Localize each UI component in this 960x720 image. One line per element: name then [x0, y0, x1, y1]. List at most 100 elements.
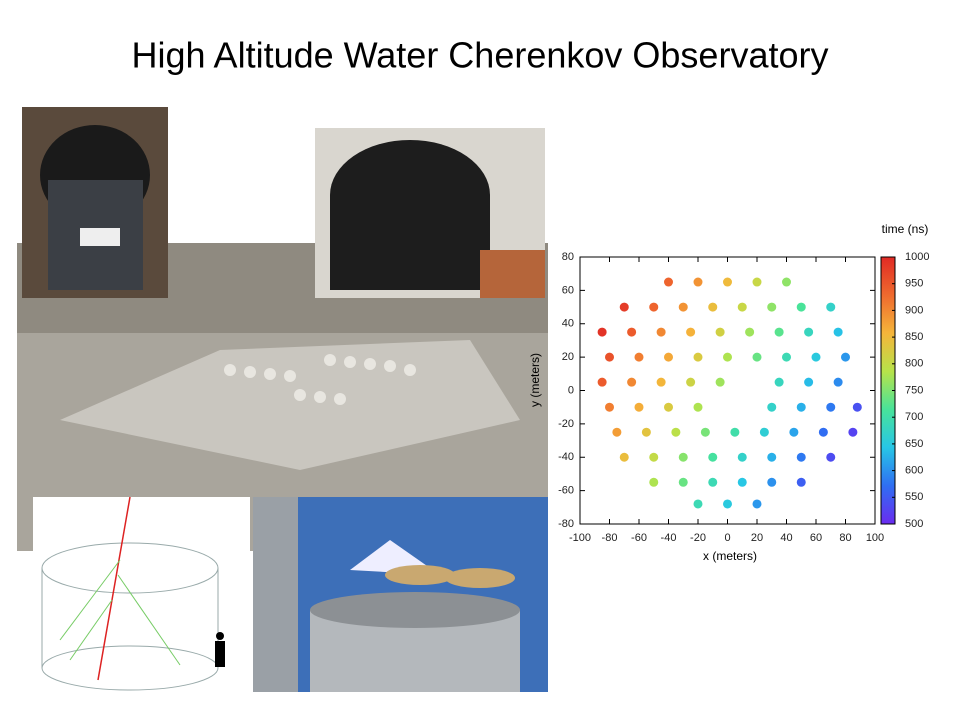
- point: [671, 427, 681, 437]
- point: [605, 352, 614, 362]
- x-tick-label: 60: [810, 532, 822, 544]
- point: [767, 477, 777, 487]
- chart: -100 -80 -60 -40 -20 0 20 40 60 80 100 -80 -60 -40 -20…: [558, 251, 929, 544]
- point: [745, 327, 755, 337]
- x-tick-label: -60: [631, 532, 647, 544]
- point: [723, 499, 732, 509]
- point: [619, 452, 629, 462]
- point: [693, 352, 703, 362]
- point: [811, 352, 821, 362]
- point: [715, 327, 725, 337]
- point: [723, 352, 732, 362]
- point: [752, 499, 762, 509]
- colorbar-label: time (ns): [882, 222, 929, 236]
- colorbar-tick-label: 600: [905, 465, 923, 477]
- point: [708, 452, 718, 462]
- point: [715, 377, 725, 387]
- point: [852, 402, 862, 412]
- point: [656, 327, 666, 337]
- y-tick-label: -60: [558, 485, 574, 497]
- point: [641, 427, 651, 437]
- x-tick-label: -20: [690, 532, 706, 544]
- point: [767, 302, 777, 312]
- y-tick-label: -80: [558, 518, 574, 530]
- point: [627, 327, 637, 337]
- colorbar-tick-label: 950: [905, 278, 923, 290]
- colorbar-tick-label: 750: [905, 384, 923, 396]
- point: [619, 302, 629, 312]
- x-tick-label: -80: [602, 532, 618, 544]
- point: [759, 427, 769, 437]
- y-axis-label: y (meters): [528, 353, 542, 407]
- point: [693, 402, 703, 412]
- point: [649, 452, 659, 462]
- point: [804, 377, 814, 387]
- colorbar-tick-label: 500: [905, 518, 923, 530]
- tank-photo: [315, 128, 545, 298]
- pmt-photo: [22, 107, 168, 298]
- point: [605, 402, 614, 412]
- point: [686, 377, 696, 387]
- colorbar-tick-label: 650: [905, 438, 923, 450]
- y-tick-label: 0: [568, 384, 574, 396]
- point: [649, 477, 659, 487]
- point: [752, 352, 762, 362]
- point: [789, 427, 799, 437]
- point: [804, 327, 814, 337]
- point: [796, 477, 806, 487]
- point: [826, 402, 836, 412]
- point: [664, 402, 673, 412]
- point: [664, 352, 673, 362]
- point: [708, 302, 718, 312]
- point: [634, 352, 644, 362]
- colorbar-tick-label: 850: [905, 331, 923, 343]
- point: [723, 277, 732, 287]
- point: [841, 352, 850, 362]
- y-tick-label: 60: [562, 284, 574, 296]
- x-tick-label: 0: [724, 532, 730, 544]
- point: [656, 377, 666, 387]
- point: [796, 402, 806, 412]
- point: [634, 402, 644, 412]
- x-axis-label: x (meters): [703, 549, 757, 563]
- point: [612, 427, 622, 437]
- point: [818, 427, 828, 437]
- point: [767, 402, 777, 412]
- y-tick-label: -20: [558, 418, 574, 430]
- tanks-photo: [253, 497, 548, 692]
- point: [737, 452, 747, 462]
- y-tick-label: 40: [562, 318, 574, 330]
- point: [737, 477, 747, 487]
- colorbar-tick-label: 800: [905, 358, 923, 370]
- point: [774, 327, 784, 337]
- slide-title: High Altitude Water Cherenkov Observator…: [132, 35, 829, 76]
- point: [826, 302, 836, 312]
- point: [730, 427, 740, 437]
- y-tick-label: -40: [558, 451, 574, 463]
- point: [782, 352, 791, 362]
- point: [693, 277, 703, 287]
- colorbar-tick-label: 700: [905, 411, 923, 423]
- x-tick-label: 100: [866, 532, 884, 544]
- point: [796, 302, 806, 312]
- point: [678, 477, 688, 487]
- y-tick-label: 80: [562, 251, 574, 263]
- detector-diagram: [33, 496, 250, 691]
- x-tick-label: 40: [780, 532, 792, 544]
- point: [678, 452, 688, 462]
- point: [597, 377, 607, 387]
- point: [833, 377, 843, 387]
- point: [848, 427, 858, 437]
- point: [649, 302, 659, 312]
- point: [708, 477, 718, 487]
- point: [796, 452, 806, 462]
- point: [737, 302, 747, 312]
- x-tick-label: 20: [751, 532, 763, 544]
- point: [833, 327, 843, 337]
- x-tick-label: -100: [569, 532, 591, 544]
- plot-area: [579, 256, 876, 525]
- colorbar-tick-label: 900: [905, 304, 923, 316]
- point: [678, 302, 688, 312]
- point: [700, 427, 710, 437]
